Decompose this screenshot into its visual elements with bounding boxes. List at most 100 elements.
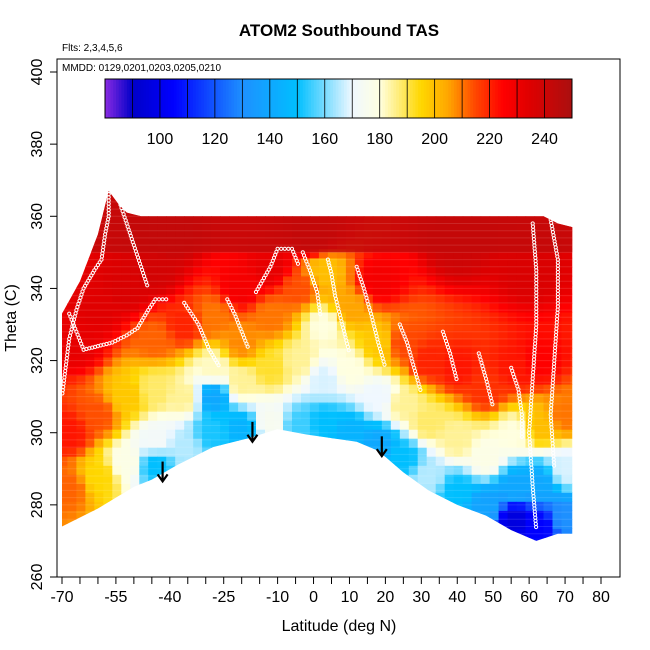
field-cell: [283, 528, 293, 538]
field-cell: [570, 257, 573, 268]
field-cell: [94, 384, 104, 394]
field-cell: [256, 338, 266, 349]
field-cell: [256, 257, 266, 268]
field-cell: [345, 483, 356, 493]
field-cell: [471, 519, 482, 529]
field-cell: [534, 384, 545, 394]
field-cell: [399, 537, 410, 541]
field-cell: [130, 402, 140, 412]
field-cell: [345, 402, 356, 412]
field-cell: [238, 329, 248, 340]
field-cell: [381, 357, 392, 367]
field-cell: [184, 357, 194, 367]
field-cell: [292, 501, 302, 511]
y-axis-label: Theta (C): [3, 284, 20, 352]
colorbar-segment: [371, 79, 375, 118]
field-cell: [130, 429, 140, 439]
field-cell: [444, 537, 455, 541]
field-cell: [462, 320, 473, 331]
field-cell: [292, 366, 302, 376]
field-cell: [444, 384, 455, 394]
field-cell: [390, 456, 401, 466]
field-cell: [166, 275, 176, 286]
field-cell: [301, 510, 311, 520]
field-cell: [444, 366, 455, 376]
colorbar-segment: [555, 79, 559, 118]
field-cell: [516, 257, 527, 268]
field-cell: [94, 366, 104, 376]
field-cell: [121, 275, 131, 286]
field-cell: [525, 402, 536, 412]
field-cell: [274, 191, 284, 196]
field-cell: [193, 402, 203, 412]
field-cell: [453, 528, 464, 538]
field-cell: [372, 438, 383, 448]
field-cell: [345, 420, 356, 430]
field-cell: [85, 212, 95, 223]
field-cell: [112, 177, 122, 187]
field-cell: [130, 492, 140, 502]
field-cell: [283, 248, 293, 259]
field-cell: [148, 510, 158, 520]
field-cell: [507, 429, 518, 439]
field-cell: [184, 393, 194, 403]
colorbar-segment: [239, 79, 243, 118]
field-cell: [372, 411, 383, 421]
field-cell: [283, 537, 293, 541]
field-cell: [85, 320, 95, 331]
field-cell: [408, 302, 419, 313]
field-cell: [229, 519, 239, 529]
field-cell: [238, 293, 248, 304]
field-cell: [552, 366, 563, 376]
field-cell: [318, 393, 329, 403]
field-cell: [112, 429, 122, 439]
field-cell: [238, 474, 248, 484]
field-cell: [417, 438, 428, 448]
field-cell: [157, 338, 167, 349]
field-cell: [426, 465, 437, 475]
field-cell: [202, 257, 212, 268]
field-cell: [292, 375, 302, 385]
field-cell: [121, 501, 131, 511]
field-cell: [265, 528, 275, 538]
field-cell: [103, 257, 113, 268]
field-cell: [489, 393, 500, 403]
field-cell: [256, 456, 266, 466]
field-cell: [85, 266, 95, 277]
field-cell: [256, 393, 266, 403]
field-cell: [363, 293, 374, 304]
field-cell: [318, 338, 329, 349]
field-cell: [229, 411, 239, 421]
field-cell: [489, 438, 500, 448]
field-cell: [498, 429, 509, 439]
field-cell: [229, 191, 239, 196]
field-cell: [526, 546, 536, 556]
field-cell: [489, 311, 500, 322]
field-cell: [301, 329, 311, 340]
field-cell: [76, 212, 86, 223]
field-cell: [94, 474, 104, 484]
field-cell: [184, 510, 194, 520]
field-cell: [112, 474, 122, 484]
field-cell: [318, 293, 329, 304]
colorbar-segment: [324, 79, 328, 118]
colorbar-segment: [289, 79, 293, 118]
field-cell: [498, 311, 509, 322]
field-cell: [336, 266, 347, 277]
field-cell: [265, 438, 275, 448]
y-tick-label: 360: [29, 203, 46, 230]
field-cell: [570, 375, 573, 385]
field-cell: [534, 338, 545, 349]
field-cell: [112, 384, 122, 394]
field-cell: [274, 456, 284, 466]
field-cell: [265, 347, 275, 358]
field-cell: [390, 275, 401, 286]
field-cell: [157, 329, 167, 340]
field-cell: [390, 338, 401, 349]
field-cell: [417, 447, 428, 457]
field-cell: [345, 519, 356, 529]
field-cell: [418, 546, 428, 556]
field-cell: [247, 320, 257, 331]
field-cell: [139, 483, 149, 493]
field-cell: [130, 177, 140, 187]
